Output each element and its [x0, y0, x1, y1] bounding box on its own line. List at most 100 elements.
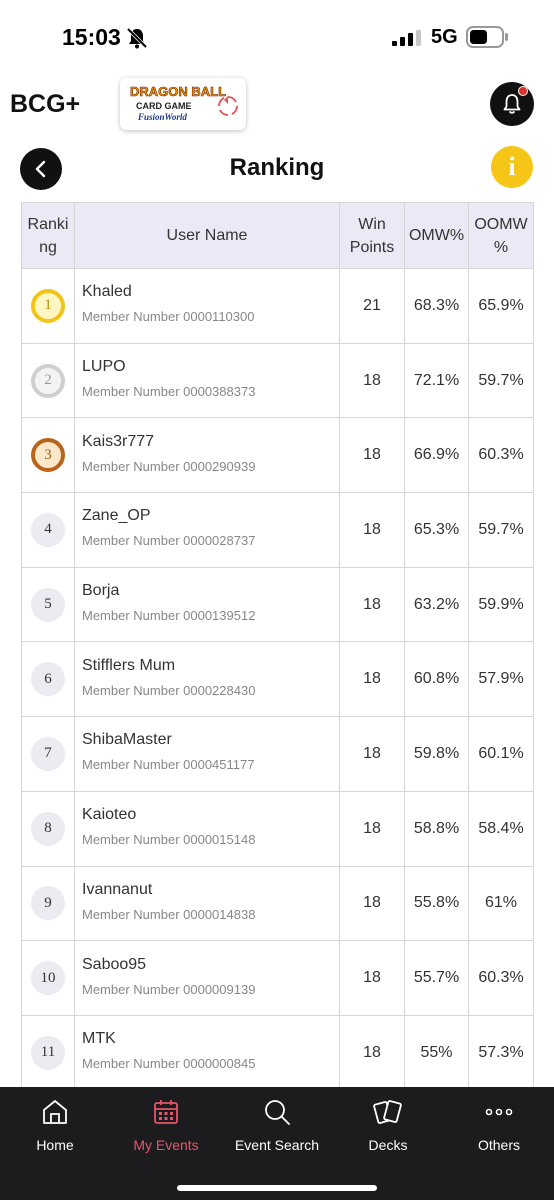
table-row[interactable]: 3 Kais3r777 Member Number 0000290939 18 66.9… [21, 417, 534, 494]
rank-badge: 3 [31, 438, 65, 473]
rank-badge: 7 [31, 736, 65, 771]
column-header-oomw: OOMW% [468, 202, 534, 269]
ranking-table: Ranki ng User Name Win Points OMW% OOMW% 1… [21, 202, 534, 1091]
app-header: BCG+ DRAGON BALL CARD GAME FusionWorld [0, 76, 554, 136]
rank-cell: 11 [21, 1014, 75, 1091]
table-row[interactable]: 9 Ivannanut Member Number 0000014838 18 55.8… [21, 865, 534, 942]
oomw-cell: 60.1% [468, 716, 534, 792]
table-row[interactable]: 5 Borja Member Number 0000139512 18 63.2% 59.… [21, 566, 534, 643]
title-row: Ranking i [0, 144, 554, 192]
omw-cell: 66.9% [404, 417, 469, 494]
home-icon [43, 1100, 67, 1124]
omw-cell: 65.3% [404, 492, 469, 568]
rank-badge: 10 [31, 961, 65, 996]
cards-icon [373, 1100, 402, 1124]
table-row[interactable]: 6 Stifflers Mum Member Number 0000228430 18… [21, 641, 534, 718]
page-title: Ranking [229, 154, 325, 181]
omw-cell: 58.8% [404, 790, 469, 867]
member-number: Member Number 0000139512 [82, 608, 256, 624]
nav-label-others: Others [477, 1137, 520, 1153]
search-icon [265, 1100, 290, 1125]
oomw-cell: 58.4% [468, 790, 534, 867]
win-header-a: Win [358, 215, 386, 233]
more-dots-icon [485, 1108, 513, 1116]
nav-others[interactable]: Others [444, 1097, 554, 1161]
oomw-cell: 65.9% [468, 268, 534, 344]
rank-badge: 4 [31, 512, 65, 547]
user-name: Kaioteo [82, 806, 137, 824]
dragon-ball-logo-icon: DRAGON BALL CARD GAME FusionWorld [130, 84, 238, 122]
member-number: Member Number 0000014838 [82, 906, 256, 922]
rank-cell: 6 [21, 641, 75, 718]
rank-badge: 6 [31, 662, 65, 697]
battery-icon [466, 26, 508, 48]
table-row[interactable]: 8 Kaioteo Member Number 0000015148 18 58.8% 5… [21, 790, 534, 867]
win-points-cell: 18 [339, 641, 405, 718]
nav-decks[interactable]: Decks [333, 1097, 443, 1161]
omw-cell: 59.8% [404, 716, 469, 792]
user-cell: Kaioteo Member Number 0000015148 [74, 790, 340, 867]
win-points-cell: 18 [339, 940, 405, 1016]
user-cell: Zane_OP Member Number 0000028737 [74, 492, 340, 568]
svg-text:FusionWorld: FusionWorld [137, 112, 187, 122]
win-points-cell: 18 [339, 417, 405, 494]
nav-my-events[interactable]: My Events [111, 1097, 221, 1161]
rank-badge: 11 [31, 1035, 65, 1070]
omw-cell: 55.7% [404, 940, 469, 1016]
table-row[interactable]: 2 LUPO Member Number 0000388373 18 72.1% 59.7… [21, 342, 534, 419]
user-name: ShibaMaster [82, 731, 172, 749]
member-number: Member Number 0000110300 [82, 309, 255, 325]
svg-text:DRAGON BALL: DRAGON BALL [130, 84, 226, 99]
member-number: Member Number 0000451177 [82, 757, 255, 773]
nav-label-decks: Decks [368, 1137, 408, 1153]
bcg-logo[interactable]: BCG+ [10, 88, 104, 118]
user-cell: Saboo95 Member Number 0000009139 [74, 940, 340, 1016]
oomw-cell: 59.7% [468, 342, 534, 419]
rank-badge: 9 [31, 886, 65, 921]
home-indicator [177, 1185, 377, 1191]
user-name: Borja [82, 582, 120, 600]
oomw-header-b: % [493, 238, 509, 256]
user-cell: Ivannanut Member Number 0000014838 [74, 865, 340, 942]
win-points-cell: 18 [339, 492, 405, 568]
nav-label-event-search: Event Search [234, 1137, 320, 1153]
status-bar: 15:03 5G [0, 0, 554, 76]
calendar-icon [154, 1100, 178, 1124]
bottom-nav: Home My Events Event Search Decks [0, 1087, 554, 1200]
nav-label-home: Home [36, 1137, 74, 1153]
member-number: Member Number 0000015148 [82, 832, 256, 848]
omw-cell: 55% [404, 1014, 469, 1091]
svg-text:BCG+: BCG+ [10, 90, 80, 118]
win-points-cell: 18 [339, 716, 405, 792]
table-header-row: Ranki ng User Name Win Points OMW% OOMW% [21, 202, 534, 269]
nav-home[interactable]: Home [0, 1097, 110, 1161]
user-name: Khaled [82, 283, 132, 301]
omw-cell: 72.1% [404, 342, 469, 419]
oomw-cell: 59.9% [468, 566, 534, 643]
win-header-b: Points [349, 238, 395, 256]
oomw-cell: 61% [468, 865, 534, 942]
rank-badge: 5 [31, 587, 65, 622]
rank-cell: 3 [21, 417, 75, 494]
win-points-cell: 21 [339, 268, 405, 344]
rank-cell: 7 [21, 716, 75, 792]
info-button[interactable]: i [491, 146, 533, 188]
table-row[interactable]: 1 Khaled Member Number 0000110300 21 68.3% 65… [21, 268, 534, 344]
omw-cell: 63.2% [404, 566, 469, 643]
game-logo[interactable]: DRAGON BALL CARD GAME FusionWorld [120, 78, 246, 130]
member-number: Member Number 0000009139 [82, 981, 256, 997]
nav-event-search[interactable]: Event Search [222, 1097, 332, 1161]
table-row[interactable]: 4 Zane_OP Member Number 0000028737 18 65.3% 5… [21, 492, 534, 568]
table-row[interactable]: 11 MTK Member Number 0000000845 18 55% 57.3% [21, 1014, 534, 1091]
column-header-user: User Name [74, 202, 340, 269]
table-row[interactable]: 7 ShibaMaster Member Number 0000451177 18 59… [21, 716, 534, 792]
rank-badge: 8 [31, 811, 65, 846]
user-name: Zane_OP [82, 507, 151, 525]
oomw-cell: 57.3% [468, 1014, 534, 1091]
back-button[interactable] [20, 148, 62, 190]
rank-header-b: ng [39, 238, 57, 256]
table-row[interactable]: 10 Saboo95 Member Number 0000009139 18 55.7%… [21, 940, 534, 1016]
svg-text:CARD GAME: CARD GAME [136, 101, 192, 111]
omw-cell: 55.8% [404, 865, 469, 942]
ranking-body: 1 Khaled Member Number 0000110300 21 68.3% 65… [21, 268, 534, 1091]
